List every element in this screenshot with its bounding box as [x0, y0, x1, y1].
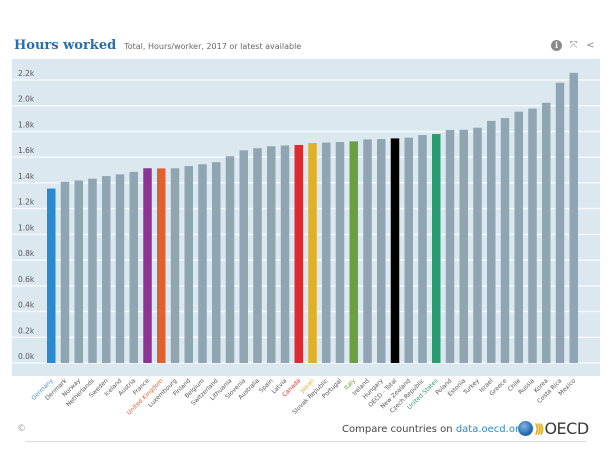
bar[interactable]: Mexico: 2256 [569, 72, 579, 364]
bar[interactable]: France: 1514 [143, 168, 152, 363]
bar[interactable]: Korea: 2023 [542, 102, 551, 363]
y-tick-label: 2.2k [18, 69, 35, 78]
y-tick-label: 1.2k [18, 198, 35, 207]
compare-countries-text: Compare countries on data.oecd.org [342, 424, 525, 435]
bar[interactable]: Luxembourg: 1514 [170, 168, 180, 363]
chart-header: Hours worked Total, Hours/worker, 2017 o… [14, 38, 301, 58]
bar[interactable]: Japan: 1710 [308, 143, 317, 363]
bar[interactable]: Hungary: 1741 [377, 139, 386, 363]
bar[interactable]: Canada: 1695 [294, 144, 304, 363]
bar[interactable]: Austria: 1486 [129, 171, 139, 363]
y-tick-label: 1.4k [18, 172, 35, 181]
bar[interactable]: Israel: 1882 [487, 120, 496, 363]
chevrons-icon: ))) [534, 421, 545, 436]
y-tick-label: 0.2k [18, 326, 35, 335]
globe-icon [518, 421, 533, 436]
bar[interactable]: Poland: 1812 [445, 129, 455, 363]
bar[interactable]: Portugal: 1718 [335, 142, 345, 363]
data-oecd-link[interactable]: data.oecd.org [455, 424, 526, 435]
chart-subtitle: Total, Hours/worker, 2017 or latest avai… [124, 42, 302, 51]
bar[interactable]: Russia: 1978 [528, 108, 537, 363]
footer-divider [25, 441, 587, 442]
compare-label: Compare countries on [342, 424, 456, 435]
bar[interactable]: United Kingdom: 1513 [157, 168, 166, 363]
y-tick-label: 2.0k [18, 95, 35, 104]
bar[interactable]: Slovenia: 1653 [239, 150, 249, 363]
bar[interactable]: Turkey: 1829 [473, 127, 482, 363]
bar[interactable]: Switzerland: 1561 [212, 162, 221, 363]
y-tick-label: 0.0k [18, 352, 35, 361]
bar[interactable]: Germany: 1356 [47, 188, 56, 363]
oecd-logo-text: OECD [544, 419, 589, 438]
bar[interactable]: Spain: 1685 [267, 146, 276, 363]
expand-icon[interactable]: ⤧ [569, 40, 578, 51]
y-tick-label: 0.6k [18, 275, 35, 284]
bar[interactable]: Chile: 1954 [514, 111, 524, 363]
bar[interactable]: Denmark: 1408 [60, 181, 70, 363]
bar[interactable]: United States: 1780 [432, 134, 441, 363]
bar[interactable]: Latvia: 1691 [280, 145, 290, 363]
x-tick-label: Russia [517, 377, 536, 396]
bar[interactable]: Ireland: 1738 [363, 139, 372, 363]
oecd-logo[interactable]: ))) OECD [518, 419, 589, 438]
bar[interactable]: Sweden: 1453 [102, 176, 111, 363]
share-icon[interactable]: < [586, 40, 595, 51]
bar[interactable]: Czech Republic: 1772 [418, 135, 427, 363]
y-tick-label: 0.4k [18, 301, 35, 310]
bar[interactable]: Greece: 1904 [500, 118, 510, 364]
chart-toolbar: i ⤧ < [551, 40, 596, 51]
chart-title: Hours worked [14, 38, 117, 53]
bar[interactable]: Finland: 1531 [184, 166, 194, 363]
bar[interactable]: Norway: 1419 [74, 180, 84, 363]
y-tick-label: 1.6k [18, 146, 35, 155]
bar[interactable]: Iceland: 1467 [115, 174, 125, 363]
bar[interactable]: Italy: 1723 [349, 141, 359, 363]
bar[interactable]: Lithuania: 1607 [225, 156, 235, 363]
plot-background [12, 59, 600, 376]
bar[interactable]: Slovak Republic: 1714 [322, 142, 331, 363]
bar[interactable]: Netherlands: 1433 [88, 178, 97, 363]
y-tick-label: 0.8k [18, 249, 35, 258]
bar[interactable]: Australia: 1670 [253, 148, 262, 363]
y-tick-label: 1.8k [18, 120, 35, 129]
bar[interactable]: Costa Rica: 2179 [555, 82, 565, 364]
y-tick-label: 1.0k [18, 223, 35, 232]
bar[interactable]: New Zealand: 1752 [404, 137, 414, 363]
info-icon[interactable]: i [551, 40, 562, 51]
bar[interactable]: Belgium: 1545 [198, 164, 207, 363]
bar[interactable]: OECD - Total: 1746 [390, 138, 400, 363]
copyright-icon[interactable]: © [17, 424, 26, 434]
bar[interactable]: Estonia: 1813 [459, 129, 469, 363]
